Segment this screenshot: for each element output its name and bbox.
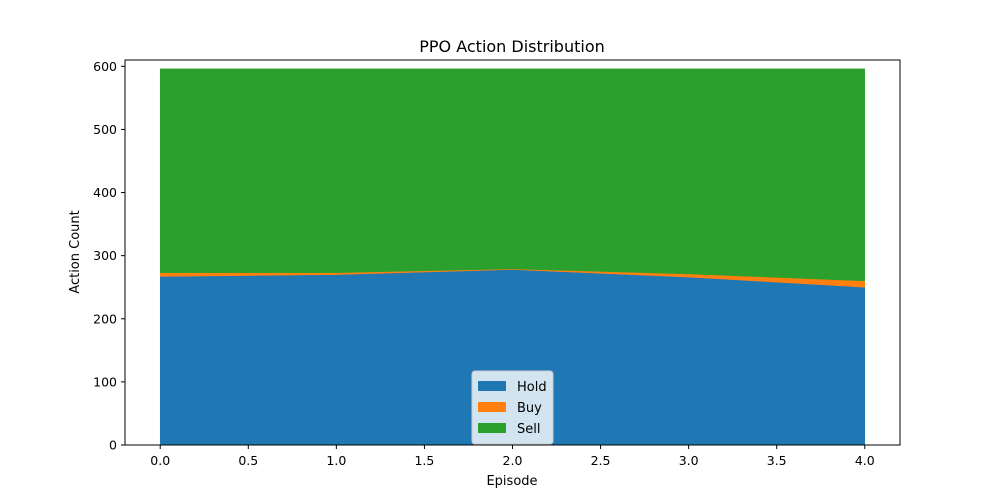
y-tick-label: 600 bbox=[93, 59, 117, 74]
x-tick-label: 3.0 bbox=[679, 453, 699, 468]
y-tick-label: 200 bbox=[93, 311, 117, 326]
y-tick-label: 500 bbox=[93, 122, 117, 137]
legend-swatch-buy bbox=[478, 402, 506, 412]
legend-swatch-hold bbox=[478, 381, 506, 391]
x-tick-label: 2.0 bbox=[503, 453, 523, 468]
legend-label-sell: Sell bbox=[517, 422, 540, 437]
y-tick-label: 100 bbox=[93, 374, 117, 389]
legend-label-buy: Buy bbox=[517, 401, 542, 416]
x-tick-label: 0.0 bbox=[150, 453, 170, 468]
x-tick-label: 4.0 bbox=[855, 453, 875, 468]
x-axis: 0.0 0.5 1.0 1.5 2.0 2.5 3.0 3.5 4.0 bbox=[150, 445, 875, 468]
x-tick-label: 1.5 bbox=[414, 453, 434, 468]
y-tick-label: 0 bbox=[109, 438, 117, 453]
legend: Hold Buy Sell bbox=[471, 370, 554, 445]
area-layer bbox=[159, 68, 866, 446]
legend-label-hold: Hold bbox=[517, 380, 547, 395]
chart-title: PPO Action Distribution bbox=[419, 37, 605, 56]
x-tick-label: 3.5 bbox=[767, 453, 787, 468]
x-axis-label: Episode bbox=[486, 474, 537, 489]
legend-swatch-sell bbox=[478, 423, 506, 433]
x-tick-label: 1.0 bbox=[326, 453, 346, 468]
x-tick-label: 2.5 bbox=[591, 453, 611, 468]
y-axis-label: Action Count bbox=[68, 210, 83, 293]
area-sell bbox=[159, 68, 866, 282]
y-tick-label: 400 bbox=[93, 185, 117, 200]
y-tick-label: 300 bbox=[93, 248, 117, 263]
x-tick-label: 0.5 bbox=[238, 453, 258, 468]
y-axis: 0 100 200 300 400 500 600 bbox=[93, 59, 125, 453]
